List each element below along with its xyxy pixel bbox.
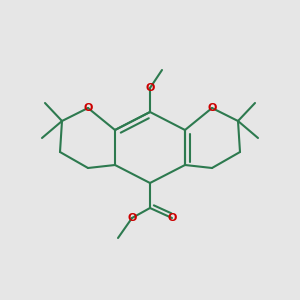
Text: O: O (83, 103, 93, 113)
Text: O: O (127, 213, 137, 223)
Text: O: O (145, 83, 155, 93)
Text: O: O (207, 103, 217, 113)
Text: O: O (167, 213, 177, 223)
